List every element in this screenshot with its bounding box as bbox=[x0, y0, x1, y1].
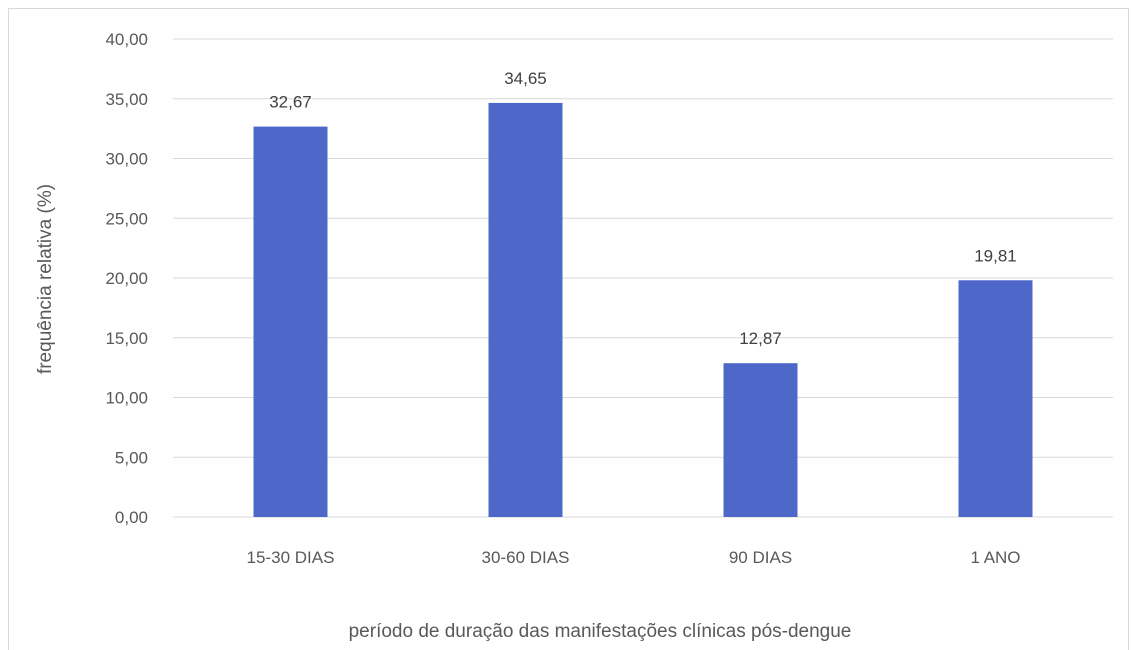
y-axis-title: frequência relativa (%) bbox=[35, 184, 56, 374]
y-tick-label: 0,00 bbox=[115, 508, 148, 527]
data-label: 19,81 bbox=[974, 246, 1017, 265]
y-axis-ticks: 0,00 5,00 10,00 15,00 20,00 25,00 30,00 35,00 40… bbox=[105, 30, 148, 527]
bar bbox=[723, 363, 798, 517]
y-tick-label: 25,00 bbox=[105, 209, 148, 228]
x-axis-ticks: 15-30 DIAS 30-60 DIAS 90 DIAS 1 ANO bbox=[247, 548, 1021, 567]
data-label: 32,67 bbox=[269, 93, 312, 112]
bars bbox=[253, 102, 1033, 518]
y-tick-label: 20,00 bbox=[105, 269, 148, 288]
data-label: 12,87 bbox=[739, 329, 782, 348]
y-tick-label: 10,00 bbox=[105, 389, 148, 408]
x-tick-label: 30-60 DIAS bbox=[482, 548, 570, 567]
x-axis-title: período de duração das manifestações clí… bbox=[349, 621, 852, 642]
y-tick-label: 15,00 bbox=[105, 329, 148, 348]
x-tick-label: 15-30 DIAS bbox=[247, 548, 335, 567]
bar bbox=[488, 102, 563, 518]
bar bbox=[958, 280, 1033, 517]
y-tick-label: 5,00 bbox=[115, 448, 148, 467]
x-tick-label: 1 ANO bbox=[970, 548, 1020, 567]
gridlines bbox=[173, 38, 1113, 518]
y-tick-label: 40,00 bbox=[105, 30, 148, 49]
x-tick-label: 90 DIAS bbox=[729, 548, 792, 567]
chart-frame bbox=[8, 8, 1129, 650]
data-label: 34,65 bbox=[504, 69, 547, 88]
data-labels: 32,67 34,65 12,87 19,81 bbox=[269, 69, 1017, 348]
y-tick-label: 30,00 bbox=[105, 150, 148, 169]
bar bbox=[253, 126, 328, 517]
y-tick-label: 35,00 bbox=[105, 90, 148, 109]
